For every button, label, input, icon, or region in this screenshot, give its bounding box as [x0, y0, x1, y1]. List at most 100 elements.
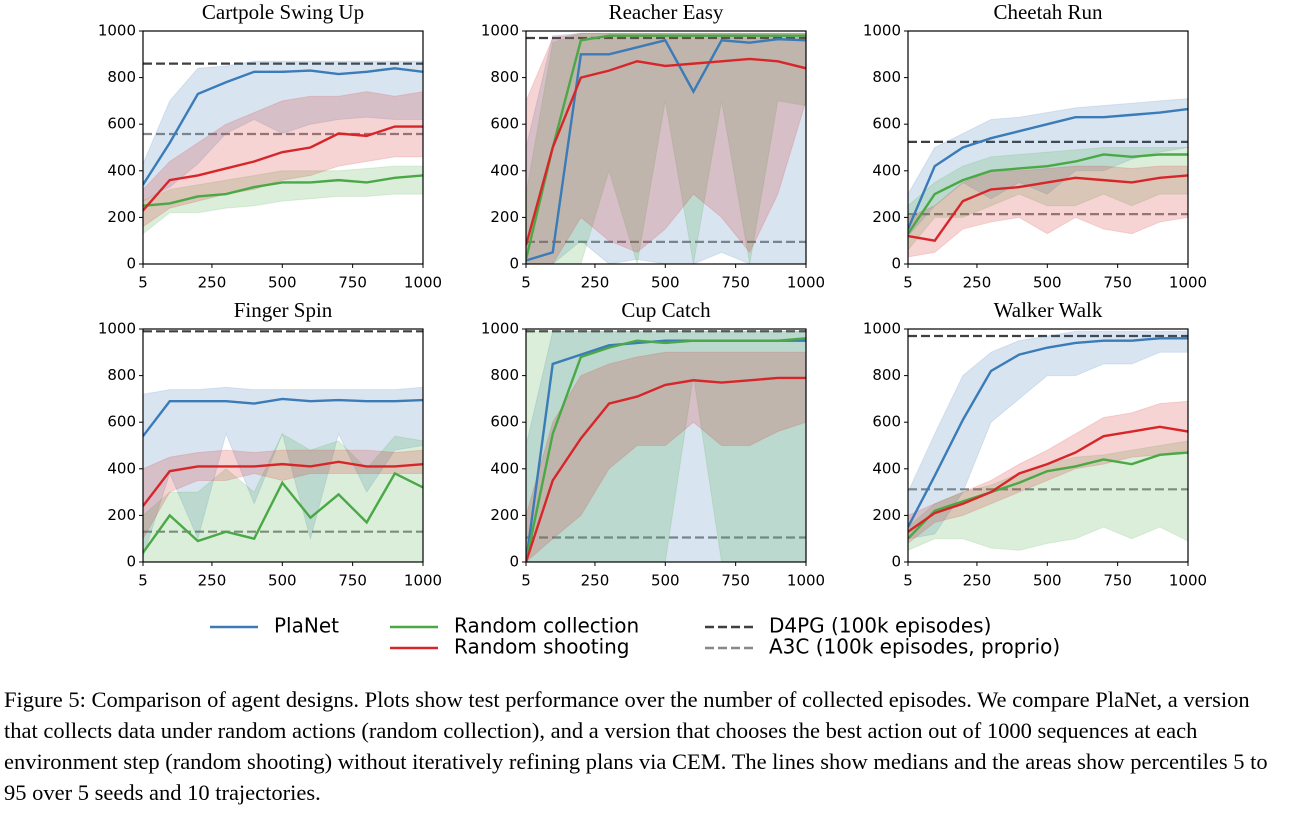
- x-tick-label: 250: [963, 274, 992, 292]
- median-line: [143, 397, 423, 437]
- x-tick-label: 250: [581, 274, 610, 292]
- chart-title: Finger Spin: [234, 298, 333, 322]
- percentile-band: [526, 32, 806, 264]
- percentile-band: [143, 449, 423, 540]
- y-tick-label: 400: [107, 161, 136, 179]
- percentile-band: [143, 433, 423, 562]
- y-tick-label: 200: [107, 208, 136, 226]
- percentile-band: [908, 400, 1188, 544]
- y-tick-label: 400: [490, 459, 519, 477]
- y-tick-label: 600: [490, 413, 519, 431]
- percentile-band: [143, 91, 423, 228]
- plot: [143, 60, 423, 235]
- x-tick-label: 5: [138, 274, 148, 292]
- percentile-band: [908, 330, 1188, 540]
- median-line: [908, 337, 1188, 528]
- median-line: [143, 125, 423, 212]
- x-tick-label: 5: [521, 274, 531, 292]
- plot: [908, 330, 1188, 551]
- plot: [143, 330, 423, 562]
- caption: Figure 5: Comparison of agent designs. P…: [4, 687, 1268, 805]
- y-tick-label: 1000: [863, 22, 901, 40]
- chart-title: Cup Catch: [621, 298, 711, 322]
- y-tick-label: 0: [509, 553, 519, 571]
- percentile-band: [143, 60, 423, 202]
- plot: [908, 98, 1188, 258]
- y-tick-label: 200: [490, 208, 519, 226]
- legend-label: PlaNet: [274, 614, 339, 638]
- percentile-band: [526, 32, 806, 264]
- x-tick-label: 250: [198, 274, 227, 292]
- percentile-band: [526, 351, 806, 562]
- y-tick-label: 1000: [98, 22, 136, 40]
- y-tick-label: 1000: [863, 320, 901, 338]
- x-tick-label: 750: [1103, 274, 1132, 292]
- percentile-band: [908, 165, 1188, 258]
- median-line: [143, 174, 423, 207]
- y-tick-label: 800: [107, 366, 136, 384]
- median-line: [908, 153, 1188, 235]
- y-tick-label: 400: [107, 459, 136, 477]
- x-tick-label: 250: [963, 572, 992, 590]
- percentile-band: [908, 147, 1188, 251]
- axes-frame: [907, 30, 1189, 265]
- plot: [526, 32, 806, 264]
- median-line: [526, 37, 806, 262]
- x-tick-label: 1000: [404, 274, 442, 292]
- percentile-band: [908, 440, 1188, 551]
- y-tick-label: 600: [490, 115, 519, 133]
- percentile-band: [526, 330, 806, 562]
- axes-frame: [525, 328, 807, 563]
- y-tick-label: 800: [872, 68, 901, 86]
- median-line: [526, 337, 806, 562]
- y-tick-label: 400: [490, 161, 519, 179]
- axes-frame: [907, 328, 1189, 563]
- x-tick-label: 1000: [1169, 572, 1207, 590]
- median-line: [526, 57, 806, 246]
- y-tick-label: 0: [126, 553, 136, 571]
- x-tick-label: 250: [198, 572, 227, 590]
- y-tick-label: 0: [509, 255, 519, 273]
- y-tick-label: 200: [872, 506, 901, 524]
- x-tick-label: 500: [268, 274, 297, 292]
- percentile-band: [526, 330, 806, 562]
- x-tick-label: 250: [581, 572, 610, 590]
- x-tick-label: 500: [1033, 274, 1062, 292]
- y-tick-label: 200: [872, 208, 901, 226]
- y-tick-label: 400: [872, 459, 901, 477]
- y-tick-label: 600: [107, 413, 136, 431]
- y-tick-label: 800: [107, 68, 136, 86]
- median-line: [526, 376, 806, 562]
- percentile-band: [143, 165, 423, 235]
- x-tick-label: 5: [138, 572, 148, 590]
- x-tick-label: 750: [1103, 572, 1132, 590]
- median-line: [908, 451, 1188, 540]
- x-tick-label: 1000: [787, 274, 825, 292]
- y-tick-label: 200: [490, 506, 519, 524]
- x-tick-label: 500: [651, 572, 680, 590]
- chart-title: Reacher Easy: [609, 0, 724, 24]
- median-line: [143, 67, 423, 186]
- axes-frame: [142, 328, 424, 563]
- y-tick-label: 1000: [481, 22, 519, 40]
- plot: [526, 330, 806, 562]
- median-line: [526, 34, 806, 260]
- x-tick-label: 750: [338, 274, 367, 292]
- chart-title: Walker Walk: [994, 298, 1103, 322]
- x-tick-label: 750: [721, 572, 750, 590]
- y-tick-label: 600: [872, 115, 901, 133]
- y-tick-label: 1000: [481, 320, 519, 338]
- median-line: [143, 460, 423, 507]
- x-tick-label: 5: [903, 274, 913, 292]
- y-tick-label: 600: [107, 115, 136, 133]
- legend-label: Random shooting: [454, 635, 630, 659]
- legend-label: A3C (100k episodes, proprio): [769, 635, 1060, 659]
- y-tick-label: 400: [872, 161, 901, 179]
- legend-label: D4PG (100k episodes): [769, 614, 991, 638]
- percentile-band: [526, 32, 806, 264]
- x-tick-label: 500: [1033, 572, 1062, 590]
- median-line: [908, 174, 1188, 243]
- x-tick-label: 5: [903, 572, 913, 590]
- chart-title: Cartpole Swing Up: [202, 0, 364, 24]
- median-line: [143, 471, 423, 554]
